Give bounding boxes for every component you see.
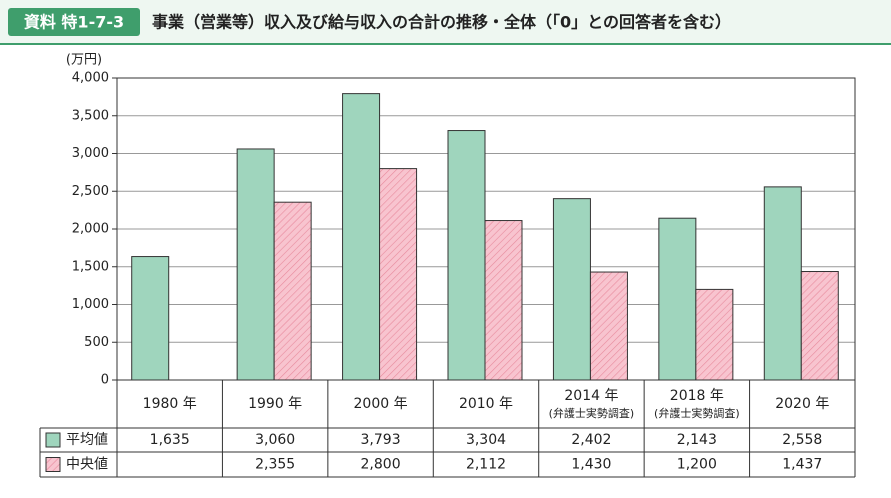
- bar: [800, 271, 839, 381]
- x-tick-label: 2010 年: [459, 396, 513, 412]
- bar: [236, 148, 275, 381]
- table-value: 2,355: [255, 457, 295, 473]
- table-value: 2,112: [466, 457, 506, 473]
- table-value: 2,800: [361, 457, 401, 473]
- table-value: 3,304: [466, 432, 506, 448]
- y-tick-label: 2,500: [72, 184, 109, 199]
- bar: [131, 256, 170, 381]
- legend-swatch: [45, 457, 61, 472]
- table-value: 1,437: [782, 457, 822, 473]
- header-label-bg: [8, 8, 140, 36]
- bar: [484, 220, 523, 381]
- y-tick-label: 3,000: [72, 146, 109, 161]
- header-label: 資料 特1-7-3: [24, 13, 124, 32]
- bar: [552, 198, 591, 381]
- x-tick-note: (弁護士実勢調査): [549, 406, 635, 420]
- table-value: 2,402: [571, 432, 611, 448]
- table-value: 3,793: [361, 432, 401, 448]
- bar: [695, 288, 734, 381]
- bar: [379, 168, 418, 381]
- legend-swatch: [45, 432, 61, 448]
- x-tick-label: 2014 年: [564, 388, 618, 404]
- y-unit: (万円): [66, 53, 102, 68]
- table-value: 1,200: [677, 457, 717, 473]
- y-tick-label: 3,500: [72, 108, 109, 123]
- x-tick-label: 2020 年: [775, 396, 829, 412]
- bar: [342, 93, 381, 381]
- y-tick-label: 2,000: [72, 222, 109, 237]
- y-tick-label: 500: [84, 335, 109, 350]
- legend-label: 平均値: [66, 432, 108, 448]
- table-value: 3,060: [255, 432, 295, 448]
- table-value: 1,635: [150, 432, 190, 448]
- y-tick-label: 1,000: [72, 297, 109, 312]
- x-tick-note: (弁護士実勢調査): [654, 406, 740, 420]
- bar: [589, 271, 628, 381]
- bar: [273, 201, 312, 381]
- legend-label: 中央値: [66, 457, 108, 473]
- y-tick-label: 4,000: [72, 71, 109, 86]
- y-tick-label: 1,500: [72, 259, 109, 274]
- bar: [658, 217, 697, 381]
- x-tick-label: 2018 年: [670, 388, 724, 404]
- chart-title: 事業（営業等）収入及び給与収入の合計の推移・全体（「0」との回答者を含む）: [152, 13, 731, 32]
- bar: [763, 186, 802, 381]
- x-tick-label: 2000 年: [354, 396, 408, 412]
- table-value: 2,143: [677, 432, 717, 448]
- x-tick-label: 1980 年: [143, 396, 197, 412]
- bar: [447, 130, 486, 381]
- table-value: 2,558: [782, 432, 822, 448]
- y-tick-label: 0: [101, 373, 109, 388]
- x-tick-label: 1990 年: [248, 396, 302, 412]
- header-bg: [0, 0, 891, 44]
- table-value: 1,430: [571, 457, 611, 473]
